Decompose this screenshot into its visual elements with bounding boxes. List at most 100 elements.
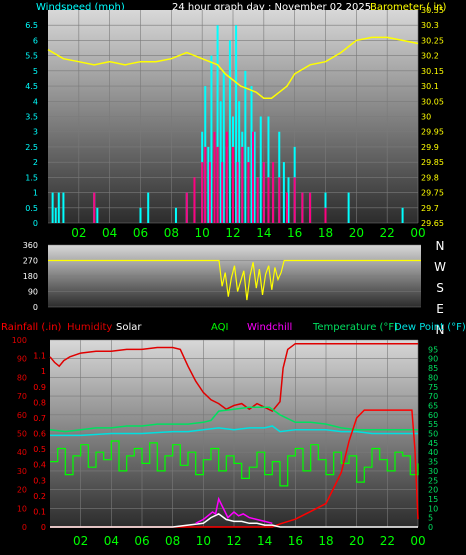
windspeed-tick-label: 2 [33, 158, 38, 167]
temperature-tick-label: 30 [428, 467, 438, 476]
rainfall-tick-label: 0.1 [33, 507, 46, 516]
time-tick-label: 02 [71, 226, 86, 240]
barometer-tick-label: 30.35 [421, 6, 444, 15]
temperature-tick-label: 80 [428, 373, 438, 382]
temperature-tick-label: 0 [428, 523, 433, 532]
rainfall-axis: 0 0.1 0.2 0.3 0.4 0.5 0.6 0.7 0.8 0.9 1 1.1 [33, 352, 46, 532]
windspeed-tick-label: 4.5 [25, 82, 38, 91]
rainfall-tick-label: 0.4 [33, 461, 46, 470]
aqi-line [50, 440, 419, 487]
barometer-tick-label: 30.3 [421, 21, 439, 30]
rainfall-tick-label: 0.3 [33, 476, 46, 485]
barometer-tick-label: 29.75 [421, 189, 444, 198]
direction-panel: 0 90 180 270 360 [23, 241, 421, 312]
direction-tick-label: 270 [23, 257, 38, 266]
windspeed-axis-title: Windspeed (mph) [36, 2, 125, 13]
barometer-tick-label: 30.2 [421, 52, 439, 61]
humidity-tick-label: 50 [17, 430, 27, 439]
barometer-axis: 29.65 29.7 29.75 29.8 29.85 29.9 29.95 30 30.05 3… [421, 6, 444, 228]
temperature-tick-label: 25 [428, 476, 438, 485]
temperature-tick-label: 40 [428, 448, 438, 457]
dew-point-f-line [50, 425, 418, 437]
time-tick-label: 10 [195, 226, 210, 240]
rainfall-tick-label: 0.5 [33, 445, 46, 454]
time-tick-label: 10 [196, 534, 211, 548]
temperature-tick-label: 5 [428, 514, 433, 523]
windspeed-tick-label: 1.5 [25, 173, 38, 182]
time-tick-label: 12 [226, 534, 241, 548]
time-tick-label: 00 [410, 226, 425, 240]
compass-letter: W [434, 260, 446, 274]
time-tick-label: 14 [257, 534, 272, 548]
humidity-axis: 0 10 20 30 40 50 60 70 80 90 100 [12, 336, 27, 532]
time-tick-label: 00 [410, 534, 425, 548]
time-tick-label: 14 [256, 226, 271, 240]
compass-letter: E [436, 302, 444, 316]
humidity-tick-label: 80 [17, 373, 27, 382]
aqi-legend: AQI [211, 322, 229, 333]
temperature-tick-label: 60 [428, 411, 438, 420]
windspeed-tick-label: 3 [33, 128, 38, 137]
time-tick-label: 08 [165, 534, 180, 548]
temperature-f-line [49, 406, 418, 433]
temperature-tick-label: 90 [428, 355, 438, 364]
humidity-line [49, 342, 418, 413]
humidity-tick-label: 30 [17, 467, 27, 476]
humidity-tick-label: 70 [17, 392, 27, 401]
rainfall-tick-label: 0.9 [33, 383, 46, 392]
rainfall-tick-label: 0.7 [33, 414, 46, 423]
time-tick-label: 08 [164, 226, 179, 240]
wind-barometer-panel: 00.511.522.533.544.555.566.5 29.6529.729… [25, 6, 444, 240]
barometer-tick-label: 29.9 [421, 143, 439, 152]
direction-tick-label: 0 [33, 303, 38, 312]
humidity-tick-label: 60 [17, 411, 27, 420]
barometer-tick-label: 30.1 [421, 82, 439, 91]
windspeed-tick-label: 0.5 [25, 204, 38, 213]
temperature-tick-label: 20 [428, 486, 438, 495]
time-tick-label: 18 [318, 534, 333, 548]
barometer-axis-title: Barometer ( in) [370, 2, 446, 13]
climate-x-axis: 02 04 06 08 10 12 14 16 18 20 22 00 [73, 534, 426, 548]
temperature-tick-label: 55 [428, 420, 438, 429]
humidity-tick-label: 0 [22, 523, 27, 532]
windchill-legend: Windchill [247, 322, 292, 333]
compass-letter: S [436, 281, 444, 295]
windspeed-tick-label: 6 [33, 36, 38, 45]
temperature-tick-label: 85 [428, 364, 438, 373]
humidity-legend: Humidity [67, 322, 112, 333]
rainfall-tick-label: 1 [41, 367, 46, 376]
time-tick-label: 02 [73, 534, 88, 548]
rainfall-tick-label: 0.2 [33, 492, 46, 501]
barometer-tick-label: 30 [421, 113, 431, 122]
windspeed-tick-label: 1 [33, 189, 38, 198]
rainfall-in-line [50, 409, 419, 528]
humidity-tick-label: 10 [17, 504, 27, 513]
temperature-tick-label: 95 [428, 345, 438, 354]
rainfall-tick-label: 0.6 [33, 430, 46, 439]
direction-tick-label: 180 [23, 272, 38, 281]
temperature-tick-label: 10 [428, 504, 438, 513]
climate-panel: 0 0.1 0.2 0.3 0.4 0.5 0.6 0.7 0.8 0.9 1 1.1 0 10 20 30… [12, 336, 438, 548]
windspeed-tick-label: 5.5 [25, 52, 38, 61]
temperature-legend: Temperature (°F) [312, 322, 398, 333]
temperature-tick-label: 65 [428, 401, 438, 410]
temperature-tick-label: 15 [428, 495, 438, 504]
wind-x-axis: 02 04 06 08 10 12 14 16 18 20 22 00 [71, 226, 425, 240]
windspeed-axis: 0 0.5 1 1.5 2 2.5 3 3.5 4 4.5 5 5.5 6 6.5 [25, 21, 38, 228]
windspeed-tick-label: 0 [33, 219, 38, 228]
wind-series [47, 25, 419, 223]
barometer-tick-label: 29.65 [421, 219, 444, 228]
temperature-tick-label: 75 [428, 383, 438, 392]
time-tick-label: 06 [133, 226, 148, 240]
solar-line [50, 513, 418, 528]
time-tick-label: 06 [134, 534, 149, 548]
climate-series [49, 342, 419, 528]
time-tick-label: 22 [380, 226, 395, 240]
time-tick-label: 20 [349, 534, 364, 548]
time-tick-label: 16 [287, 226, 302, 240]
compass-letter: N [436, 239, 445, 253]
humidity-tick-label: 100 [12, 336, 27, 345]
barometer-tick-label: 30.15 [421, 67, 444, 76]
